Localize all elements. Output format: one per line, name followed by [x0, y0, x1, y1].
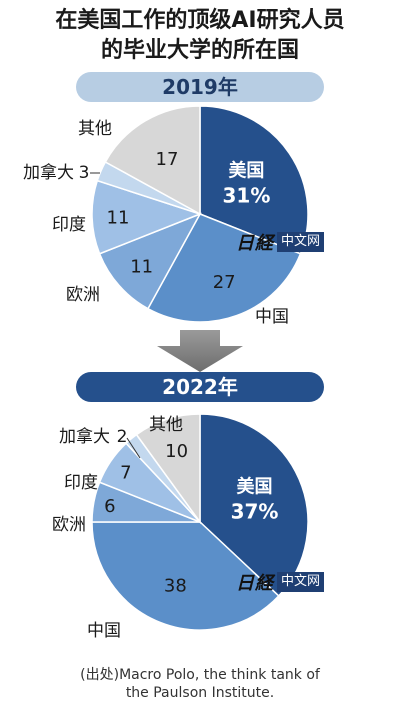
nikkei-logo: 日経	[236, 233, 274, 254]
slice-value-canada-2022: 2	[117, 427, 128, 447]
leader-line-canada-2022	[126, 437, 141, 459]
slice-value-europe-2019: 11	[130, 256, 153, 277]
slice-value-china-2019: 27	[213, 272, 236, 293]
slice-other-2019	[104, 105, 201, 216]
slice-india-2019	[91, 179, 203, 255]
slice-europe-2019	[98, 212, 202, 310]
slice-name-china-2019: 中国	[255, 307, 289, 327]
chart-title-line1: 在美国工作的顶级AI研究人员	[55, 8, 345, 33]
slice-value-us-2022: 37%	[231, 499, 279, 523]
nikkei-watermark-1: 日経 中文网	[236, 232, 325, 254]
nikkei-label: 中文网	[277, 572, 325, 592]
slice-value-india-2019: 11	[107, 208, 130, 229]
year-label-2022: 2022年	[76, 372, 324, 402]
slice-value-europe-2022: 6	[104, 496, 115, 517]
slice-value-other-2019: 17	[156, 149, 179, 170]
slice-china-2019	[146, 213, 302, 323]
slice-value-us-2019: 31%	[223, 183, 271, 207]
year-label-2019: 2019年	[76, 72, 324, 102]
slice-name-other-2022: 其他	[149, 415, 183, 435]
slice-name-other-2019: 其他	[78, 119, 112, 139]
slice-name-india-2019: 印度	[52, 215, 86, 235]
slice-name-china-2022: 中国	[87, 621, 121, 641]
slice-value-other-2022: 10	[165, 441, 188, 462]
nikkei-watermark-2: 日経 中文网	[236, 572, 325, 594]
nikkei-label: 中文网	[277, 232, 325, 252]
slice-name-canada-2019: 加拿大	[23, 162, 74, 183]
slice-name-canada-2022: 加拿大	[59, 426, 110, 447]
slice-china-2022	[91, 521, 280, 631]
slice-value-india-2022: 7	[120, 463, 131, 484]
slice-name-us-2022: 美国	[237, 475, 273, 497]
chart-title-line2: 的毕业大学的所在国	[100, 38, 299, 63]
slice-name-india-2022: 印度	[64, 473, 98, 493]
slice-us-2019	[199, 105, 309, 255]
source-line-2: the Paulson Institute.	[125, 685, 275, 701]
slice-value-china-2022: 38	[164, 575, 187, 596]
down-arrow-icon	[157, 330, 243, 372]
slice-other-2022	[135, 413, 201, 525]
slice-us-2022	[199, 413, 309, 597]
slice-name-us-2019: 美国	[228, 159, 264, 181]
source-line-1: (出处)Macro Polo, the think tank of	[80, 667, 320, 683]
slice-name-europe-2019: 欧洲	[66, 285, 100, 305]
slice-name-europe-2022: 欧洲	[52, 515, 86, 535]
slice-value-canada-2019: 3	[79, 163, 90, 183]
nikkei-logo: 日経	[236, 573, 274, 594]
source-note: (出处)Macro Polo, the think tank of the Pa…	[0, 666, 400, 702]
